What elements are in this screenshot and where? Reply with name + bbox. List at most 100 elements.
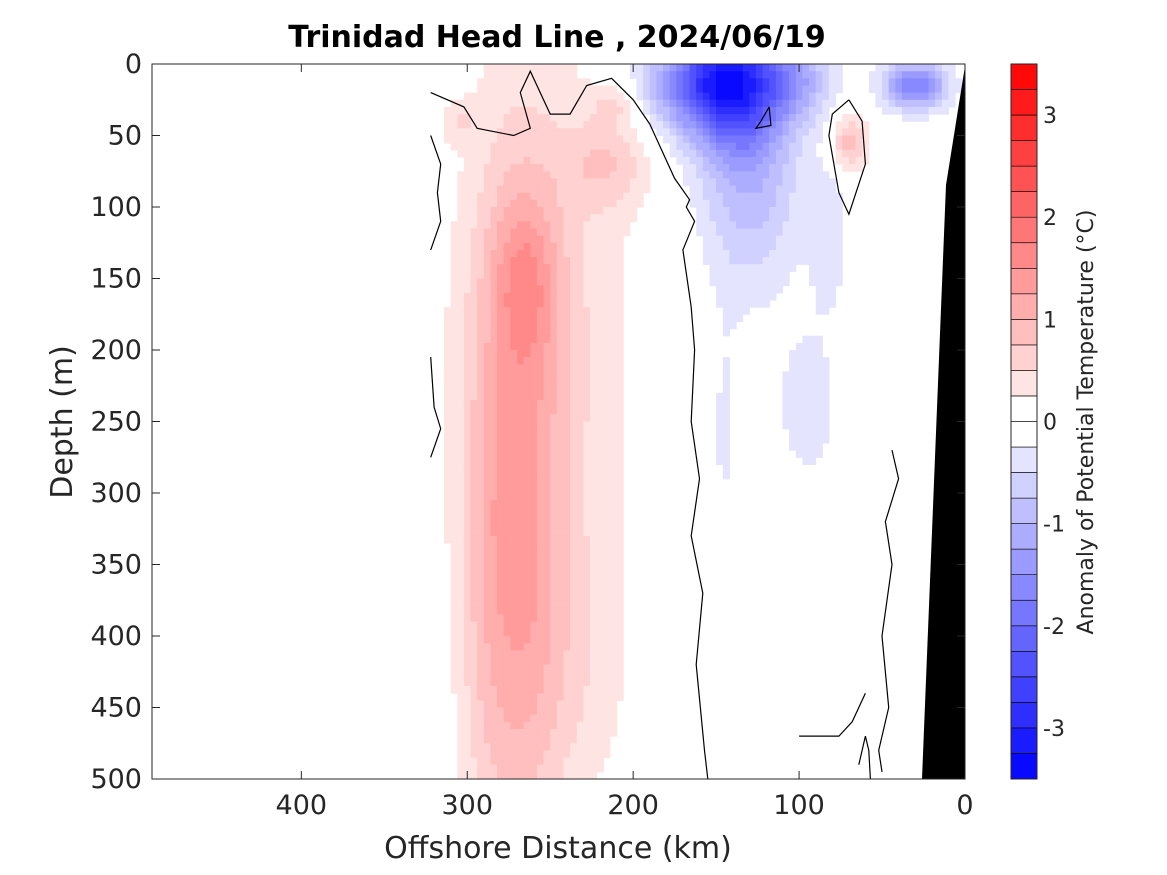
anomaly-cell [497, 700, 505, 709]
anomaly-cell [556, 371, 564, 380]
anomaly-cell [457, 736, 465, 744]
anomaly-cell [450, 307, 458, 315]
anomaly-cell [570, 128, 578, 137]
anomaly-cell [570, 364, 578, 372]
anomaly-cell [616, 600, 624, 608]
zero-contour-line [828, 99, 867, 216]
anomaly-cell [483, 357, 491, 365]
anomaly-cell [729, 321, 737, 330]
anomaly-cell [729, 71, 737, 79]
anomaly-cell [550, 242, 558, 251]
anomaly-cell [530, 328, 538, 337]
anomaly-cell [809, 342, 817, 351]
anomaly-cell [497, 149, 505, 158]
anomaly-cell [536, 585, 545, 594]
anomaly-cell [523, 214, 531, 222]
anomaly-cell [463, 114, 472, 122]
anomaly-cell [510, 457, 518, 465]
anomaly-cell [596, 199, 604, 208]
anomaly-cell [809, 278, 817, 287]
anomaly-cell [616, 464, 624, 473]
anomaly-cell [523, 164, 531, 172]
anomaly-cell [636, 85, 644, 94]
anomaly-cell [815, 278, 823, 287]
anomaly-cell [815, 249, 823, 258]
anomaly-cell [782, 64, 790, 72]
anomaly-cell [769, 121, 777, 129]
anomaly-cell [596, 300, 604, 308]
anomaly-cell [530, 686, 538, 694]
anomaly-cell [682, 78, 691, 87]
anomaly-cell [689, 199, 697, 208]
anomaly-cell [789, 78, 797, 87]
anomaly-cell [444, 500, 452, 508]
anomaly-cell [603, 85, 611, 94]
anomaly-cell [510, 235, 518, 244]
anomaly-cell [497, 235, 505, 244]
anomaly-cell [497, 493, 505, 501]
anomaly-cell [517, 750, 525, 759]
anomaly-cell [470, 407, 478, 415]
anomaly-cell [583, 385, 591, 394]
anomaly-cell [609, 357, 618, 365]
anomaly-cell [503, 185, 511, 194]
anomaly-cell [570, 228, 578, 237]
anomaly-cell [563, 164, 571, 172]
anomaly-cell [490, 543, 498, 551]
anomaly-cell [543, 557, 551, 566]
anomaly-cell [490, 92, 498, 101]
anomaly-cell [755, 192, 764, 201]
anomaly-cell [789, 171, 797, 180]
anomaly-cell [517, 428, 525, 437]
anomaly-cell [576, 693, 584, 701]
anomaly-cell [795, 400, 803, 408]
anomaly-cell [543, 500, 551, 508]
anomaly-cell [590, 664, 598, 673]
anomaly-cell [457, 607, 465, 616]
anomaly-cell [563, 657, 571, 666]
anomaly-cell [530, 221, 538, 230]
anomaly-cell [477, 121, 485, 129]
anomaly-cell [457, 292, 465, 301]
anomaly-cell [457, 342, 465, 351]
anomaly-cell [623, 114, 631, 122]
anomaly-cell [636, 185, 644, 194]
anomaly-cell [835, 78, 843, 87]
anomaly-cell [543, 321, 551, 330]
anomaly-cell [815, 385, 823, 394]
anomaly-cell [550, 450, 558, 458]
anomaly-cell [828, 178, 837, 187]
anomaly-cell [570, 478, 578, 487]
anomaly-cell [556, 135, 564, 144]
anomaly-cell [463, 614, 472, 623]
anomaly-cell [457, 235, 465, 244]
anomaly-cell [762, 221, 770, 230]
anomaly-cell [523, 428, 531, 437]
anomaly-cell [450, 493, 458, 501]
anomaly-cell [822, 249, 830, 258]
anomaly-cell [782, 257, 790, 265]
anomaly-cell [596, 500, 604, 508]
anomaly-cell [517, 249, 525, 258]
anomaly-cell [709, 85, 717, 94]
anomaly-cell [477, 714, 485, 723]
anomaly-cell [510, 149, 518, 158]
anomaly-cell [815, 400, 823, 408]
anomaly-cell [576, 342, 584, 351]
anomaly-cell [536, 543, 545, 551]
anomaly-cell [815, 185, 823, 194]
anomaly-cell [497, 678, 505, 687]
anomaly-cell [835, 278, 843, 287]
anomaly-cell [955, 78, 963, 87]
anomaly-cell [523, 242, 531, 251]
anomaly-cell [762, 257, 770, 265]
anomaly-cell [536, 607, 545, 616]
anomaly-cell [550, 528, 558, 537]
anomaly-cell [828, 78, 837, 87]
anomaly-cell [470, 321, 478, 330]
anomaly-cell [802, 78, 810, 87]
anomaly-cell [490, 307, 498, 315]
anomaly-cell [576, 636, 584, 644]
anomaly-cell [762, 128, 770, 137]
anomaly-cell [490, 636, 498, 644]
